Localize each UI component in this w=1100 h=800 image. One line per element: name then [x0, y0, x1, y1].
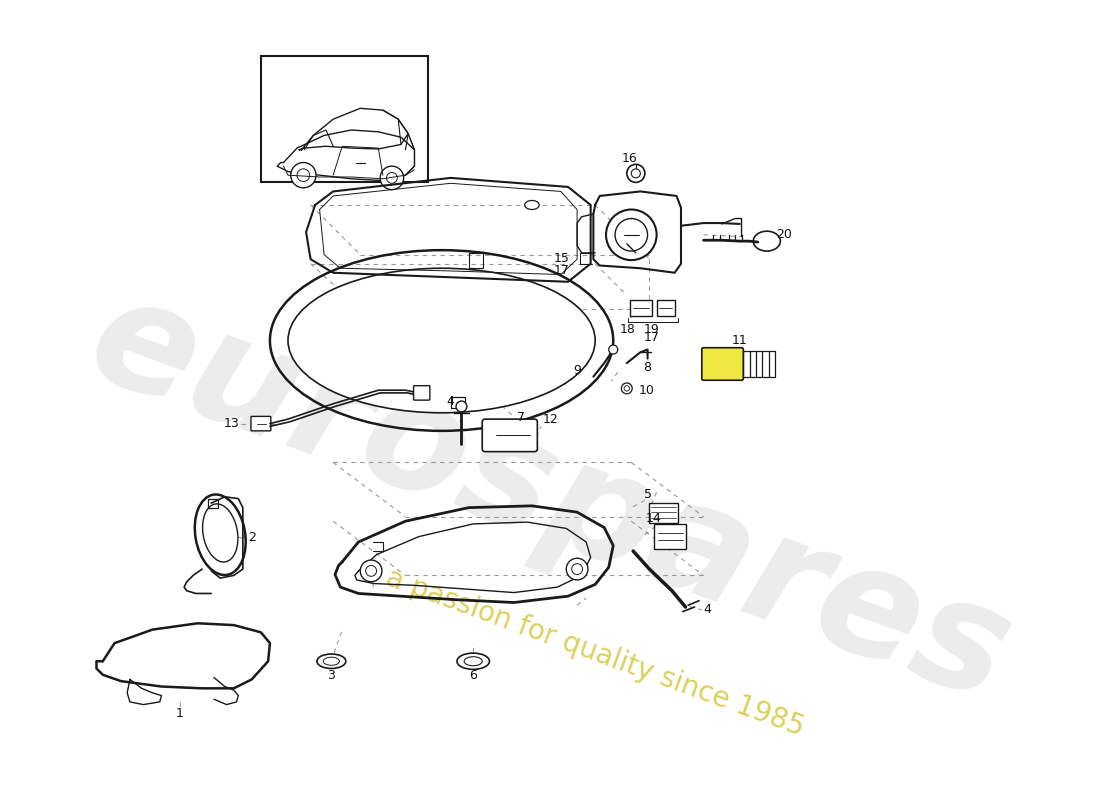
FancyBboxPatch shape	[251, 416, 271, 431]
Circle shape	[297, 169, 310, 182]
Text: 8: 8	[644, 361, 651, 374]
Text: 12: 12	[542, 413, 559, 426]
Text: 13: 13	[223, 417, 239, 430]
Ellipse shape	[323, 657, 340, 666]
Circle shape	[606, 210, 657, 260]
Circle shape	[615, 218, 648, 251]
Circle shape	[608, 345, 618, 354]
Bar	[629, 300, 652, 316]
Text: 19: 19	[644, 323, 659, 336]
Text: 2: 2	[249, 531, 256, 544]
Circle shape	[631, 169, 640, 178]
Text: 3: 3	[328, 669, 336, 682]
Text: 15: 15	[553, 252, 570, 265]
Ellipse shape	[525, 201, 539, 210]
FancyBboxPatch shape	[482, 419, 538, 452]
Circle shape	[361, 560, 382, 582]
FancyBboxPatch shape	[702, 348, 744, 380]
FancyBboxPatch shape	[414, 386, 430, 400]
Text: 17: 17	[644, 331, 659, 344]
Text: 9: 9	[573, 364, 581, 377]
Ellipse shape	[202, 504, 238, 562]
Bar	[649, 503, 679, 523]
Text: 10: 10	[638, 384, 654, 397]
Circle shape	[386, 173, 397, 183]
Circle shape	[621, 383, 632, 394]
Text: 7: 7	[517, 411, 525, 424]
Text: 6: 6	[470, 669, 477, 682]
Text: 5: 5	[644, 487, 651, 501]
Circle shape	[381, 166, 404, 190]
Ellipse shape	[317, 654, 345, 669]
Text: 4: 4	[447, 394, 454, 407]
Circle shape	[290, 162, 316, 188]
Ellipse shape	[456, 653, 490, 670]
Circle shape	[572, 564, 583, 574]
Text: 1: 1	[176, 707, 184, 720]
Circle shape	[624, 386, 629, 391]
Text: 14: 14	[646, 512, 662, 525]
Text: eurospares: eurospares	[70, 263, 1030, 734]
Ellipse shape	[464, 657, 482, 666]
Text: 17: 17	[553, 263, 570, 277]
Circle shape	[365, 566, 376, 576]
Circle shape	[627, 164, 645, 182]
Bar	[653, 524, 685, 550]
Text: 4: 4	[704, 603, 712, 616]
Text: 11: 11	[732, 334, 748, 347]
Ellipse shape	[288, 268, 595, 413]
Text: 20: 20	[776, 228, 792, 242]
Bar	[261, 56, 428, 182]
Circle shape	[566, 558, 587, 580]
Text: 16: 16	[621, 151, 637, 165]
Text: 18: 18	[619, 323, 636, 336]
Text: a passion for quality since 1985: a passion for quality since 1985	[382, 563, 808, 741]
Ellipse shape	[754, 231, 780, 251]
Circle shape	[456, 401, 466, 412]
Bar	[657, 300, 674, 316]
